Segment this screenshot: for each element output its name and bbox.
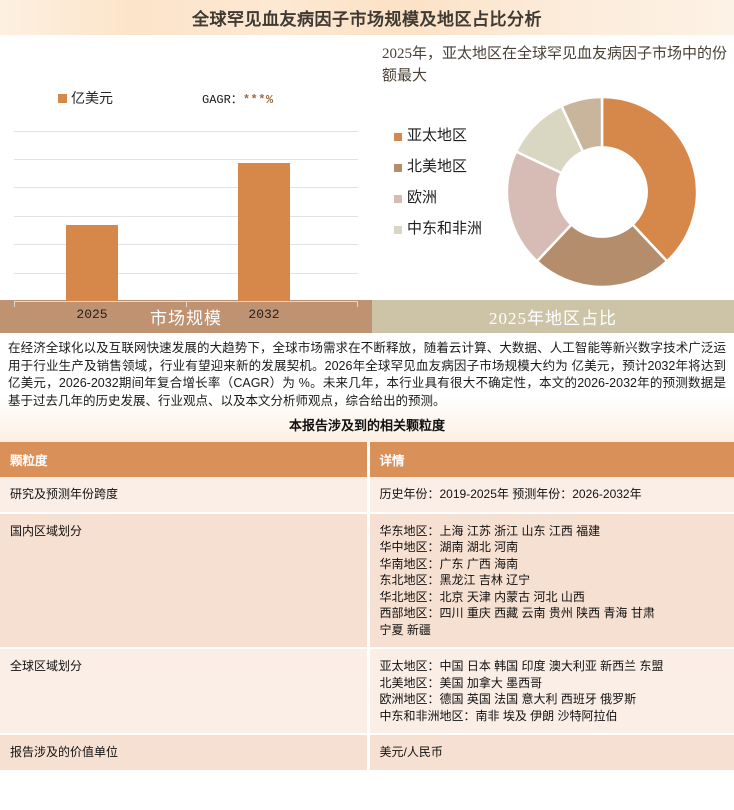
gridline (14, 131, 358, 132)
gridline (14, 244, 358, 245)
summary-paragraph: 在经济全球化以及互联网快速发展的大趋势下，全球市场需求在不断释放，随着云计算、大… (8, 341, 726, 408)
table-sub-title: 本报告涉及到的相关颗粒度 (288, 418, 445, 433)
x-label-2032: 2032 (248, 307, 280, 322)
legend-swatch-icon (58, 93, 67, 103)
table-row: 报告涉及的价值单位 美元/人民币 (0, 734, 734, 772)
table-header-details: 详情 (368, 442, 734, 477)
gridline (14, 187, 358, 188)
charts-row: 亿美元 GAGR：***% 2025 2032 2025年，亚太地区在全球罕见血… (0, 35, 734, 322)
bar-2025[interactable] (66, 225, 118, 301)
bar-chart-panel: 亿美元 GAGR：***% 2025 2032 (0, 35, 372, 322)
cell-details: 历史年份：2019-2025年 预测年份：2026-2032年 (368, 477, 734, 514)
table-header-granularity: 颗粒度 (0, 442, 370, 477)
axis-tick (357, 301, 358, 307)
slice-north-america[interactable] (535, 222, 669, 289)
legend-item-asia-pacific[interactable]: 亚太地区 (394, 127, 504, 146)
gridline (14, 159, 358, 160)
page-title-bar: 全球罕见血友病因子市场规模及地区占比分析 (0, 0, 734, 35)
legend-label: 中东和非洲 (407, 221, 483, 237)
slice-other[interactable] (559, 95, 604, 154)
legend-label: 亚太地区 (407, 128, 468, 144)
gagr-label: GAGR： (202, 93, 243, 107)
cell-details: 亚太地区：中国 日本 韩国 印度 澳大利亚 新西兰 东盟 北美地区：美国 加拿大 … (368, 648, 734, 735)
bar-legend-label: 亿美元 (71, 92, 113, 107)
granularity-table: 颗粒度 详情 研究及预测年份跨度 历史年份：2019-2025年 预测年份：202… (0, 442, 734, 772)
legend-label: 北美地区 (407, 159, 468, 175)
cell-detail-line: 华北地区：北京 天津 内蒙古 河北 山西 (379, 589, 585, 604)
table-row: 国内区域划分 华东地区：上海 江苏 浙江 山东 江西 福建 华中地区：湖南 湖北 河… (0, 512, 734, 649)
legend-swatch-icon (394, 164, 402, 172)
legend-label: 欧洲 (407, 190, 438, 206)
cell-detail-line: 华南地区：广东 广西 海南 (379, 556, 519, 571)
band-regional-share: 2025年地区占比 (372, 300, 734, 333)
x-label-2025: 2025 (76, 307, 108, 322)
cell-detail-line: 亚太地区：中国 日本 韩国 印度 澳大利亚 新西兰 东盟 (379, 659, 664, 673)
legend-swatch-icon (394, 133, 402, 141)
cell-detail-line: 欧洲地区：德国 英国 法国 意大利 西班牙 俄罗斯 (379, 692, 637, 706)
bar-2032[interactable] (238, 163, 290, 301)
donut-chart-legend: 亚太地区 北美地区 欧洲 中东和非洲 (394, 127, 504, 251)
axis-tick (186, 301, 187, 307)
cell-detail-line: 华东地区：上海 江苏 浙江 山东 江西 福建 (379, 523, 601, 538)
cell-detail-line: 华中地区：湖南 湖北 河南 (379, 540, 519, 554)
axis-tick (14, 301, 15, 307)
bar-chart-x-labels: 2025 2032 (14, 307, 358, 327)
donut-chart-panel: 2025年，亚太地区在全球罕见血友病因子市场中的份额最大 亚太地区 北美地区 欧… (372, 35, 734, 300)
cell-detail-line: 西部地区：四川 重庆 西藏 云南 贵州 陕西 青海 甘肃 (379, 606, 655, 620)
table-row: 研究及预测年份跨度 历史年份：2019-2025年 预测年份：2026-2032年 (0, 477, 734, 514)
gridline (14, 273, 358, 274)
legend-item-north-america[interactable]: 北美地区 (394, 158, 504, 177)
cell-granularity: 研究及预测年份跨度 (0, 477, 370, 514)
page-title: 全球罕见血友病因子市场规模及地区占比分析 (192, 10, 542, 29)
cell-detail-line: 北美地区：美国 加拿大 墨西哥 (379, 675, 543, 690)
cell-granularity: 报告涉及的价值单位 (0, 734, 370, 772)
band-label: 2025年地区占比 (489, 309, 617, 328)
table-header-row: 颗粒度 详情 (0, 442, 734, 477)
cell-detail-line: 历史年份：2019-2025年 预测年份：2026-2032年 (379, 487, 642, 501)
cell-details: 华东地区：上海 江苏 浙江 山东 江西 福建 华中地区：湖南 湖北 河南 华南地区：… (368, 512, 734, 649)
summary-section: 在经济全球化以及互联网快速发展的大趋势下，全球市场需求在不断释放，随着云计算、大… (0, 333, 734, 442)
donut-chart-svg (505, 95, 699, 289)
gridline (14, 216, 358, 217)
gagr-annotation: GAGR：***% (202, 90, 274, 107)
section-band-row: 市场规模 2025年地区占比 (0, 300, 734, 333)
slice-asia-pacific[interactable] (600, 95, 699, 264)
legend-swatch-icon (394, 226, 402, 234)
donut-chart-heading: 2025年，亚太地区在全球罕见血友病因子市场中的份额最大 (382, 46, 728, 84)
gagr-value: ***% (242, 93, 274, 107)
table-row: 全球区域划分 亚太地区：中国 日本 韩国 印度 澳大利亚 新西兰 东盟 北美地区：美… (0, 648, 734, 735)
cell-detail-line: 美元/人民币 (379, 745, 443, 759)
cell-granularity: 全球区域划分 (0, 648, 370, 735)
legend-swatch-icon (394, 195, 402, 203)
cell-detail-line: 中东和非洲地区：南非 埃及 伊朗 沙特阿拉伯 (379, 708, 618, 723)
cell-detail-line: 宁夏 新疆 (379, 622, 431, 637)
bar-chart-legend: 亿美元 (58, 88, 113, 108)
legend-item-europe[interactable]: 欧洲 (394, 189, 504, 208)
legend-item-mea[interactable]: 中东和非洲 (394, 220, 504, 239)
bar-chart-plot-area (14, 130, 358, 307)
cell-granularity: 国内区域划分 (0, 512, 370, 649)
cell-detail-line: 东北地区：黑龙江 吉林 辽宁 (379, 573, 531, 587)
cell-details: 美元/人民币 (368, 734, 734, 772)
band-label: 市场规模 (150, 309, 222, 328)
